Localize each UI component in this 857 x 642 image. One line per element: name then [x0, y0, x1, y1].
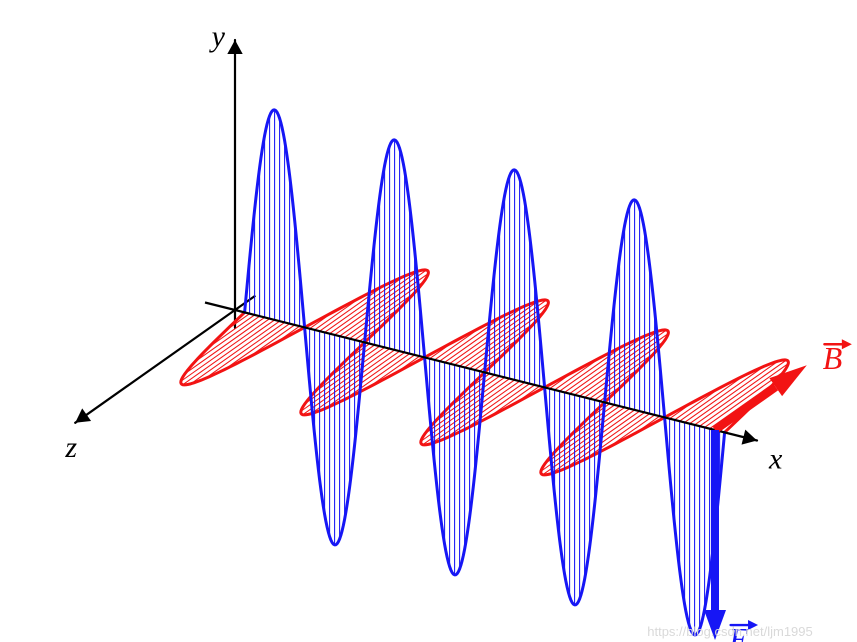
axis-y-head	[227, 40, 242, 54]
axis-y-label: y	[209, 20, 226, 53]
axis-x-label: x	[768, 443, 783, 476]
axis-x-neg	[205, 303, 235, 311]
axis-z-label: z	[64, 431, 77, 464]
watermark-text: https://blog.csdn.net/ljm1995	[647, 624, 813, 639]
axis-x-head	[742, 430, 757, 445]
em-wave-diagram: yxzBEhttps://blog.csdn.net/ljm1995	[0, 0, 857, 642]
axis-z-head	[75, 408, 91, 422]
axis-z	[75, 310, 235, 423]
b-vector-label: B	[823, 339, 852, 376]
svg-text:B: B	[823, 340, 843, 376]
labels: yxzBEhttps://blog.csdn.net/ljm1995	[64, 20, 851, 642]
